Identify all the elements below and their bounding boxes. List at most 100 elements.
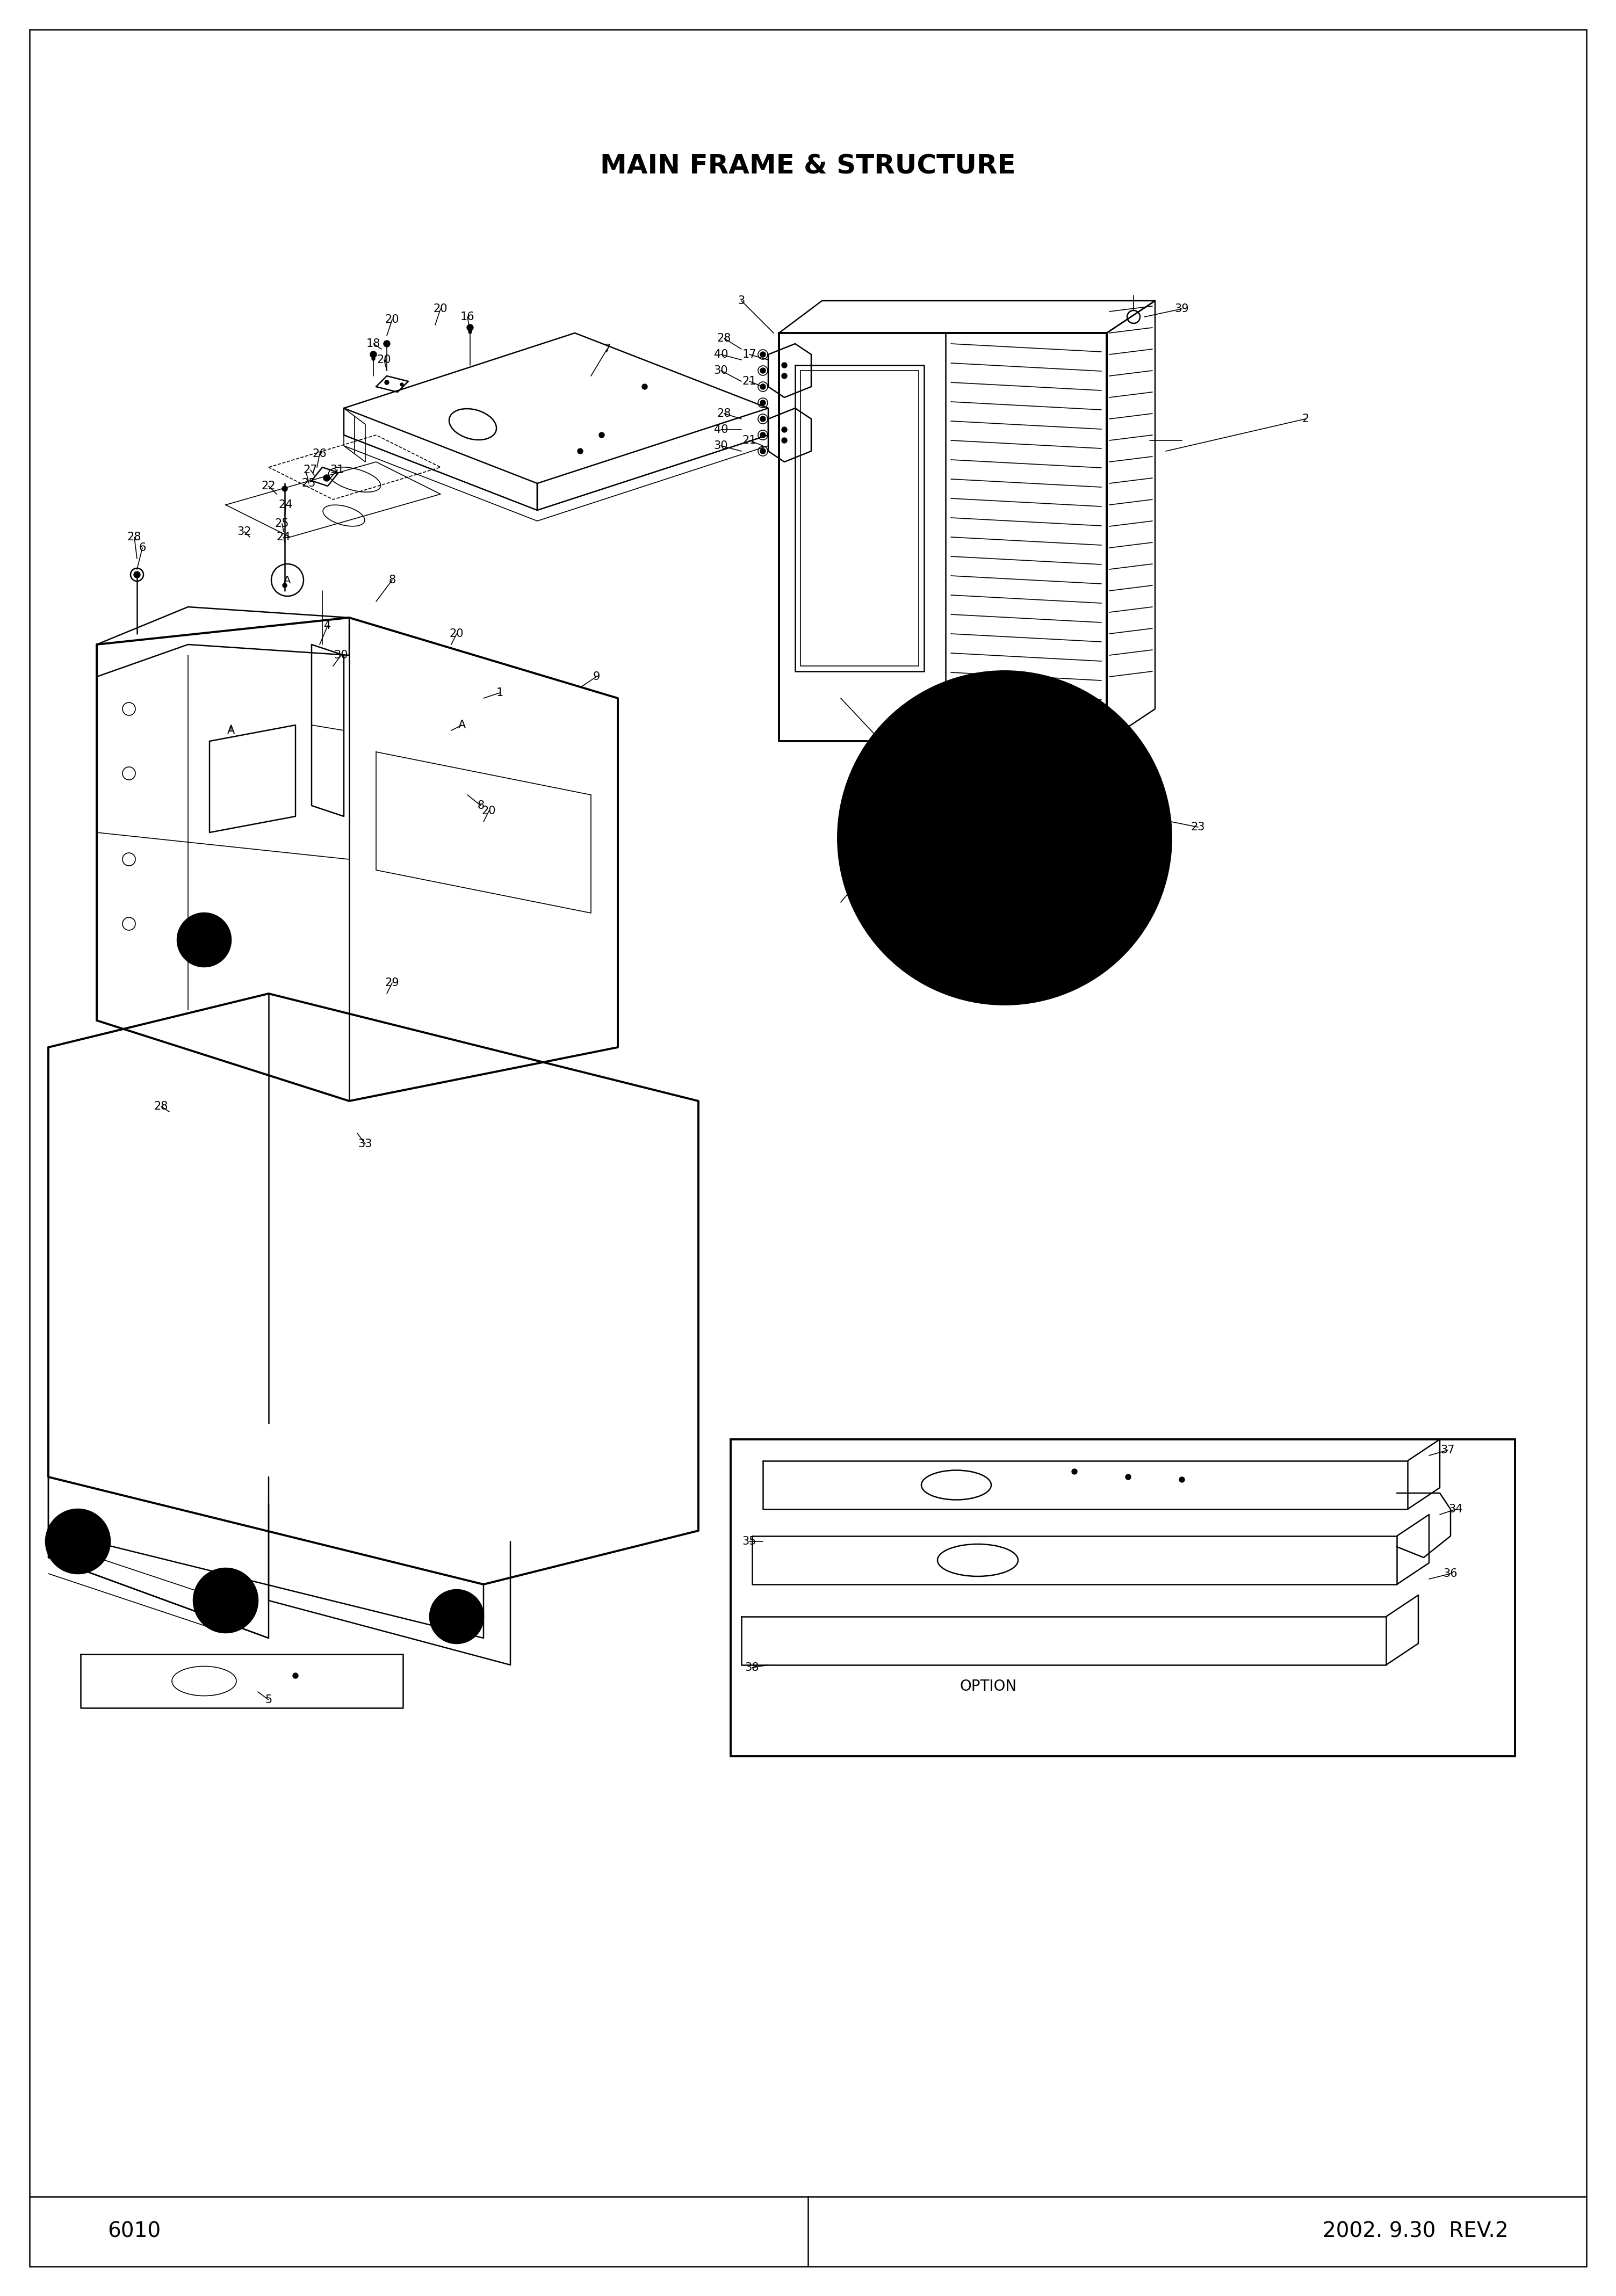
Text: 12: 12 [916, 836, 931, 847]
Text: 17: 17 [742, 349, 756, 360]
Text: 6: 6 [139, 542, 145, 553]
Text: 28: 28 [718, 333, 732, 344]
Text: 10: 10 [979, 840, 992, 852]
Text: 22: 22 [262, 480, 276, 491]
Text: 24: 24 [278, 501, 292, 510]
Circle shape [642, 383, 648, 390]
Text: 24: 24 [276, 533, 291, 542]
Text: 20: 20 [449, 629, 464, 638]
Text: 2: 2 [1302, 413, 1309, 425]
Circle shape [782, 427, 787, 432]
Text: 20: 20 [377, 354, 391, 365]
Text: 15: 15 [881, 838, 895, 850]
Text: A: A [459, 719, 465, 730]
Circle shape [283, 487, 288, 491]
Circle shape [469, 331, 472, 333]
Circle shape [283, 583, 288, 588]
Text: 1: 1 [496, 687, 503, 698]
Text: 2002. 9.30  REV.2: 2002. 9.30 REV.2 [1324, 2220, 1509, 2241]
Text: OPTION: OPTION [960, 1678, 1016, 1694]
Text: 38: 38 [745, 1662, 760, 1674]
Circle shape [401, 383, 404, 386]
Circle shape [577, 448, 583, 455]
Text: 40: 40 [714, 425, 729, 434]
Circle shape [467, 324, 473, 331]
Text: 34: 34 [1450, 1504, 1462, 1515]
Text: 27: 27 [304, 464, 318, 475]
Text: 4: 4 [325, 620, 331, 631]
Text: 29: 29 [385, 978, 399, 987]
Text: 40: 40 [714, 349, 729, 360]
Text: 30: 30 [714, 365, 729, 377]
Circle shape [782, 374, 787, 379]
Text: A: A [228, 726, 234, 735]
Text: 33: 33 [359, 1139, 372, 1150]
Text: 21: 21 [742, 377, 756, 386]
Text: 20: 20 [385, 315, 399, 326]
Text: 26: 26 [312, 448, 326, 459]
Text: 28: 28 [154, 1102, 168, 1111]
Text: 16: 16 [461, 312, 475, 321]
Circle shape [760, 383, 766, 390]
Bar [730, 1440, 1516, 1756]
Text: t: t [1065, 794, 1068, 806]
Circle shape [939, 813, 945, 817]
Text: t: t [1065, 806, 1068, 817]
Text: 7: 7 [603, 344, 611, 354]
Text: 32: 32 [238, 526, 252, 537]
Circle shape [45, 1508, 110, 1573]
Text: 11: 11 [916, 884, 931, 893]
Text: 20: 20 [482, 806, 496, 817]
Circle shape [385, 381, 389, 383]
Text: 31: 31 [330, 464, 344, 475]
Circle shape [134, 572, 141, 579]
Text: 14: 14 [952, 838, 966, 850]
Text: 39: 39 [1175, 303, 1189, 315]
Circle shape [839, 670, 1172, 1003]
Circle shape [760, 351, 766, 358]
Text: 35: 35 [742, 1536, 756, 1548]
Text: 18: 18 [367, 338, 380, 349]
Text: 30: 30 [714, 441, 729, 450]
Circle shape [760, 448, 766, 455]
Text: 3: 3 [739, 296, 745, 305]
Circle shape [900, 840, 905, 845]
Circle shape [1071, 1469, 1078, 1474]
Circle shape [292, 1674, 299, 1678]
Circle shape [782, 439, 787, 443]
Text: 25: 25 [275, 519, 289, 528]
Text: 8: 8 [477, 801, 485, 810]
Circle shape [760, 367, 766, 374]
Circle shape [1180, 1476, 1185, 1483]
Text: MAIN FRAME & STRUCTURE: MAIN FRAME & STRUCTURE [600, 154, 1016, 179]
Circle shape [760, 400, 766, 406]
Text: 19: 19 [936, 769, 950, 778]
Circle shape [430, 1589, 483, 1644]
Circle shape [370, 351, 377, 358]
Circle shape [760, 416, 766, 422]
Text: 28: 28 [128, 533, 141, 542]
Text: 8: 8 [389, 574, 396, 585]
Circle shape [178, 914, 231, 967]
Circle shape [782, 363, 787, 367]
Circle shape [323, 475, 330, 482]
Circle shape [372, 358, 375, 360]
Text: 25: 25 [302, 478, 317, 489]
Text: 36: 36 [1443, 1568, 1458, 1580]
Text: 28: 28 [718, 409, 732, 418]
Text: t: t [1065, 785, 1068, 794]
Circle shape [760, 432, 766, 439]
Circle shape [194, 1568, 259, 1632]
Circle shape [1125, 1474, 1131, 1479]
Text: 9: 9 [593, 670, 600, 682]
Text: 21: 21 [742, 434, 756, 445]
Circle shape [600, 432, 604, 439]
Text: A: A [284, 574, 291, 585]
Text: 30: 30 [335, 650, 349, 661]
Text: 6010: 6010 [107, 2220, 160, 2241]
Text: 23: 23 [1191, 822, 1206, 833]
Text: 37: 37 [1441, 1444, 1454, 1456]
Text: 5: 5 [265, 1694, 271, 1706]
Circle shape [383, 340, 389, 347]
Text: 20: 20 [433, 303, 448, 315]
